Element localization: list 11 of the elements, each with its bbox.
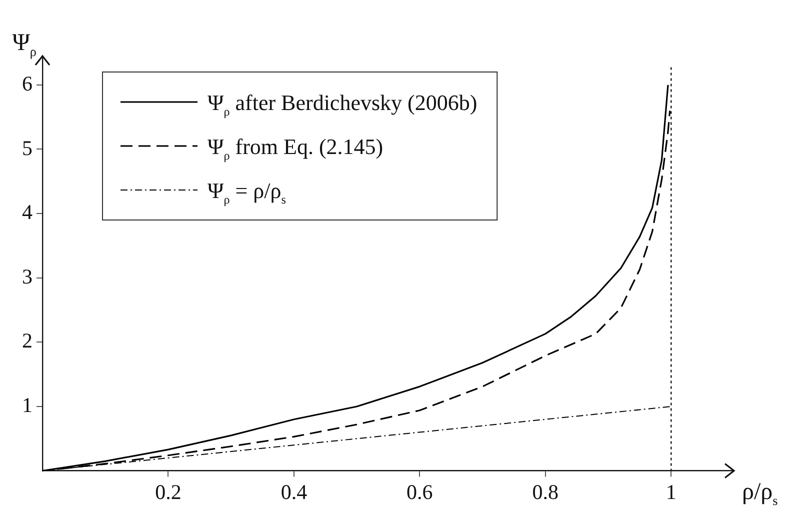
- x-tick-label: 0.6: [406, 480, 433, 504]
- x-tick-label: 0.4: [280, 480, 308, 504]
- y-tick-label: 5: [22, 136, 32, 160]
- y-tick-label: 1: [22, 393, 32, 418]
- y-tick-label: 2: [22, 328, 32, 353]
- x-tick-label: 1: [666, 480, 676, 504]
- x-tick-label: 0.2: [155, 480, 182, 504]
- y-tick-label: 3: [22, 264, 32, 288]
- y-tick-label: 6: [22, 71, 32, 96]
- y-tick-label: 4: [22, 200, 33, 224]
- x-tick-label: 0.8: [532, 480, 559, 504]
